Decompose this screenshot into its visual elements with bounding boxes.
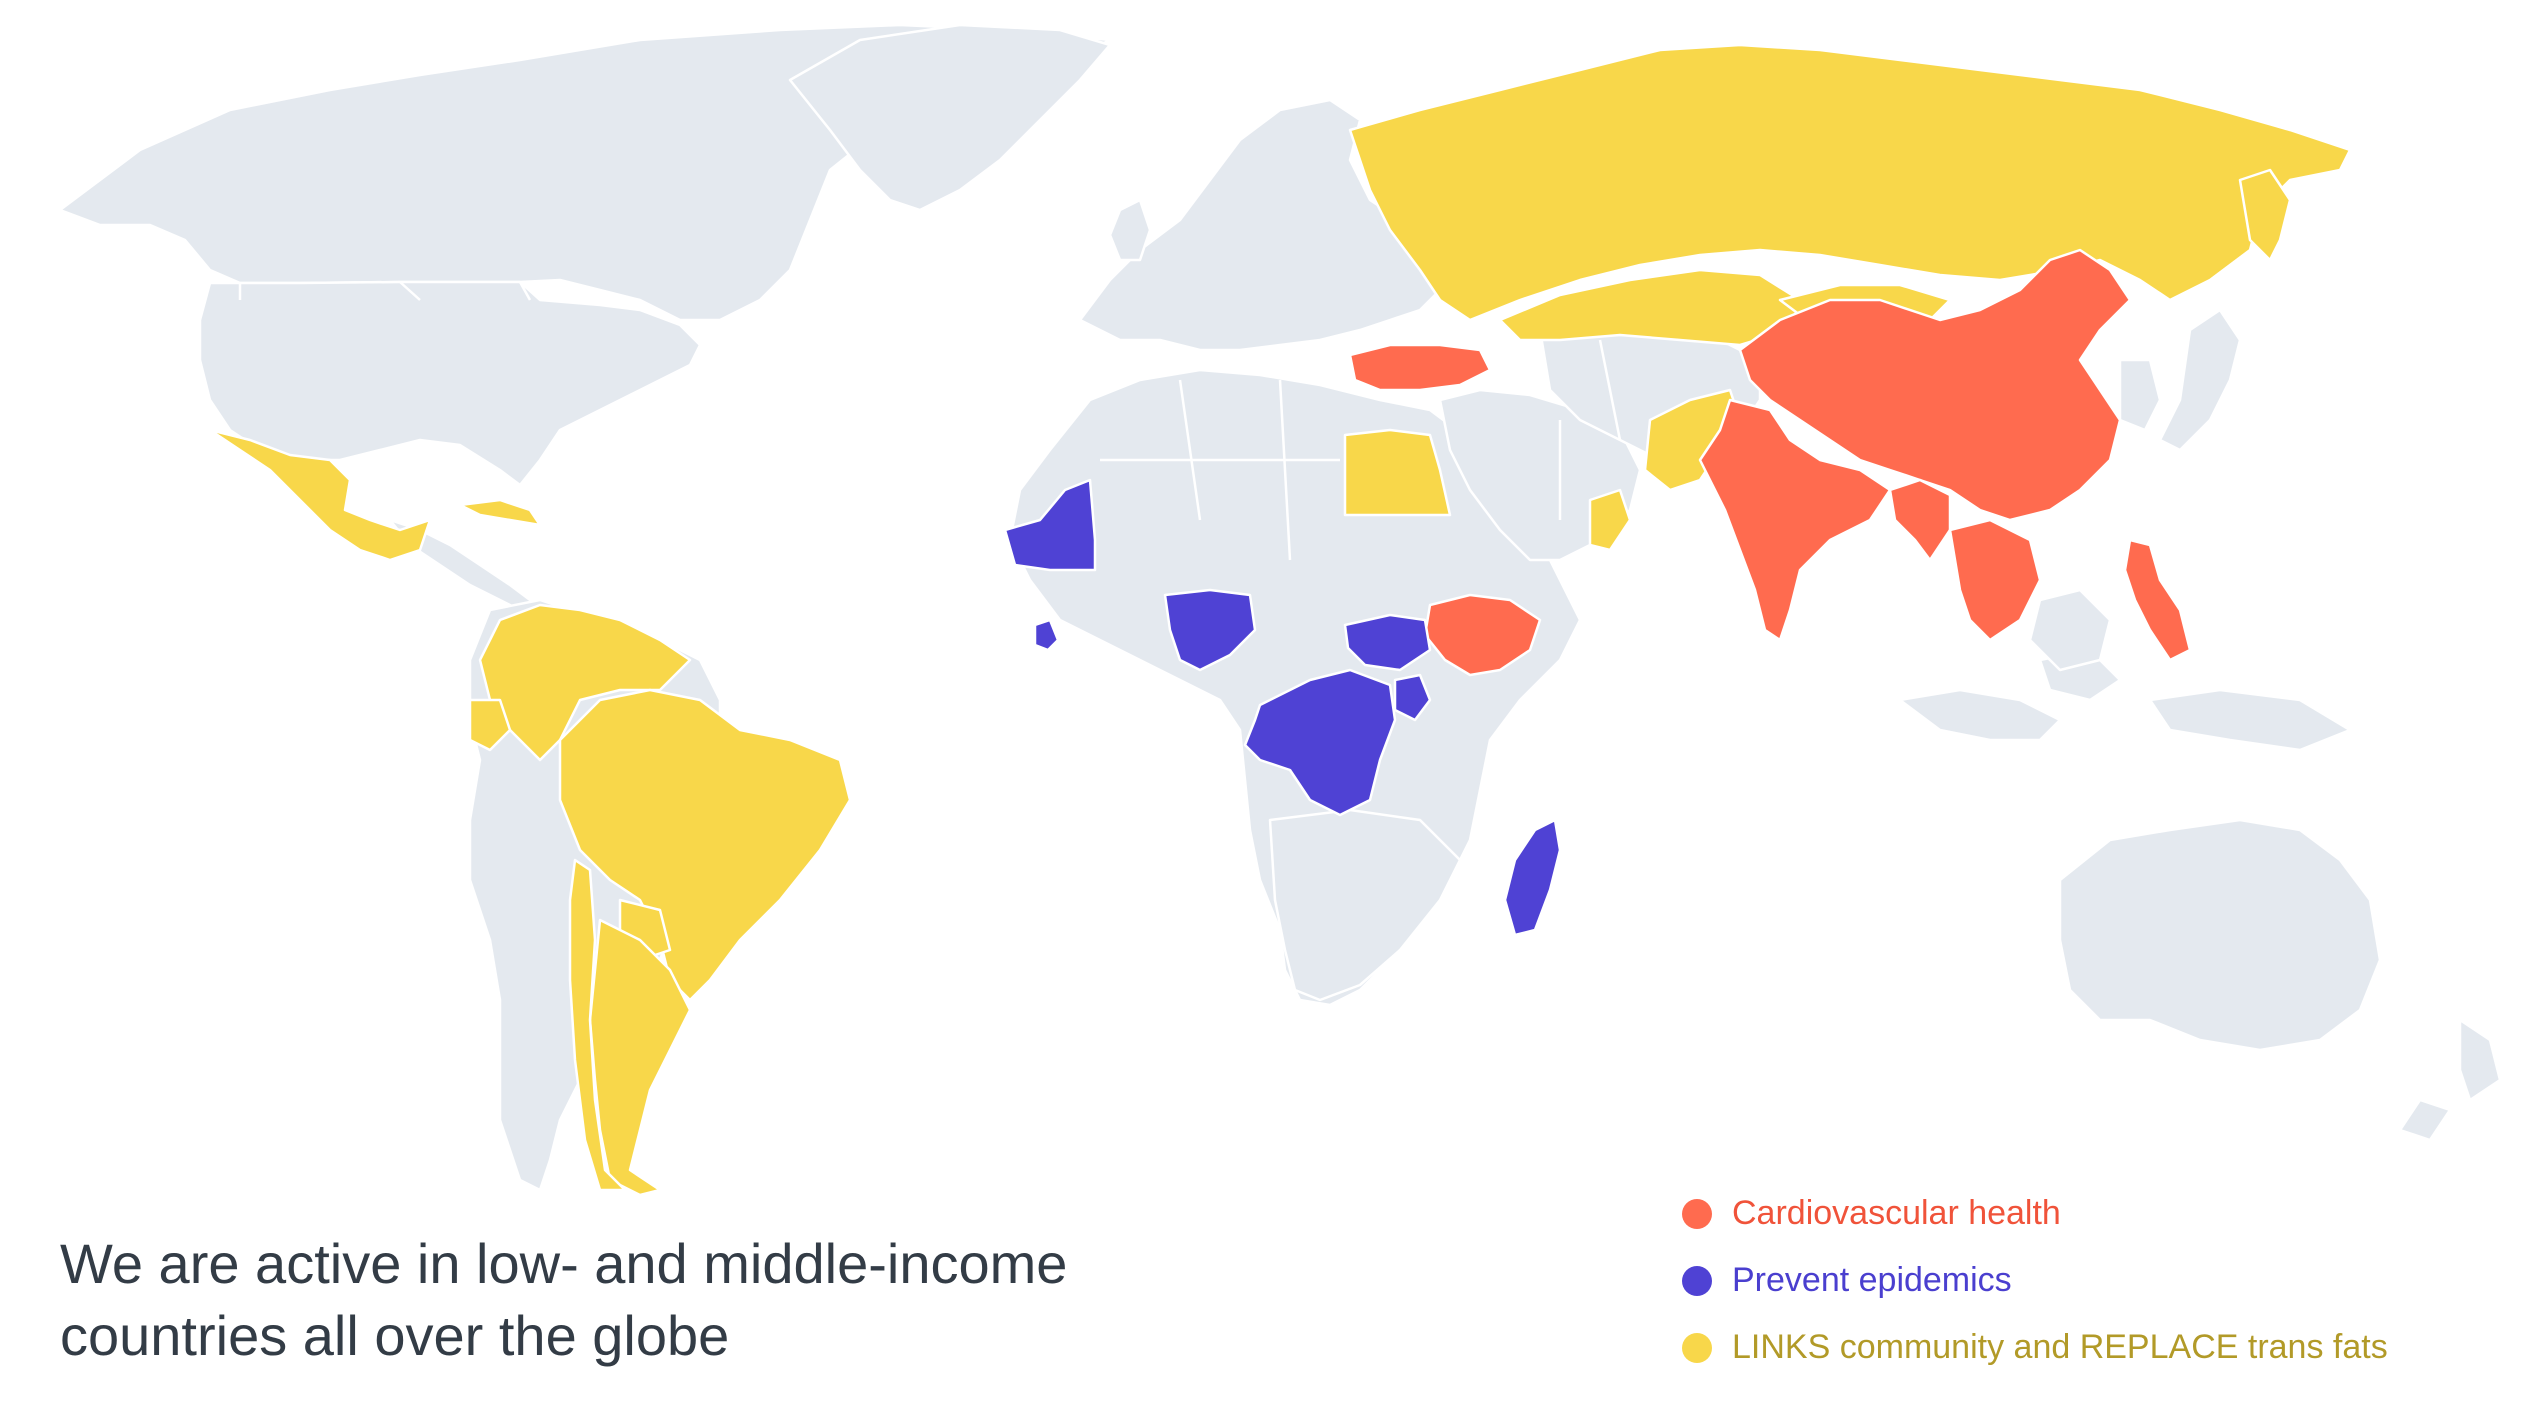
japan bbox=[2158, 308, 2242, 452]
malaysia-borneo bbox=[2028, 588, 2112, 672]
greenland bbox=[788, 23, 1112, 212]
ethiopia bbox=[1423, 593, 1542, 677]
borders bbox=[238, 281, 1622, 561]
legend-dot-red-icon bbox=[1682, 1198, 1712, 1229]
russia-far-east bbox=[2238, 168, 2292, 262]
caption-line-2: countries all over the globe bbox=[60, 1304, 730, 1367]
madagascar bbox=[1503, 818, 1562, 937]
caption-line-1: We are active in low- and middle-income bbox=[60, 1232, 1068, 1295]
russia bbox=[1348, 43, 2352, 322]
legend-item-epidemics: Prevent epidemics bbox=[1682, 1247, 2388, 1314]
brazil bbox=[558, 688, 852, 1002]
india bbox=[1698, 398, 1892, 642]
legend-label-links-replace: LINKS community and REPLACE trans fats bbox=[1732, 1328, 2388, 1366]
legend: Cardiovascular health Prevent epidemics … bbox=[1682, 1180, 2388, 1381]
southern-africa bbox=[1268, 808, 1462, 1002]
legend-dot-blue-icon bbox=[1682, 1265, 1712, 1296]
legend-dot-yellow-icon bbox=[1682, 1332, 1712, 1363]
uganda bbox=[1393, 673, 1432, 722]
south-sudan bbox=[1343, 613, 1432, 672]
argentina bbox=[588, 918, 692, 1197]
cardiovascular-countries bbox=[1348, 248, 2192, 677]
cuba bbox=[458, 498, 542, 527]
philippines bbox=[2123, 538, 2192, 662]
links-replace-countries bbox=[208, 43, 2352, 1197]
chile bbox=[568, 858, 627, 1192]
new-zealand bbox=[2398, 1018, 2502, 1142]
mauritania bbox=[1003, 478, 1097, 572]
turkey bbox=[1348, 343, 1492, 392]
indonesia bbox=[1898, 648, 2352, 752]
epidemics-countries bbox=[1003, 478, 1562, 937]
egypt bbox=[1343, 428, 1452, 517]
korea bbox=[2118, 358, 2162, 432]
legend-item-links-replace: LINKS community and REPLACE trans fats bbox=[1682, 1314, 2388, 1381]
legend-label-cardiovascular: Cardiovascular health bbox=[1732, 1194, 2061, 1232]
dr-congo bbox=[1243, 668, 1397, 817]
bangladesh-myanmar bbox=[1888, 478, 1952, 562]
china bbox=[1738, 248, 2132, 522]
uk bbox=[1108, 198, 1152, 262]
australia bbox=[2058, 818, 2382, 1052]
map-caption: We are active in low- and middle-income … bbox=[60, 1228, 1067, 1372]
thailand-vietnam bbox=[1948, 518, 2042, 642]
nigeria bbox=[1163, 588, 1257, 672]
ecuador bbox=[468, 698, 512, 752]
mexico bbox=[208, 428, 432, 562]
sierra-leone bbox=[1033, 618, 1060, 652]
legend-label-epidemics: Prevent epidemics bbox=[1732, 1261, 2012, 1299]
legend-item-cardiovascular: Cardiovascular health bbox=[1682, 1180, 2388, 1247]
oman bbox=[1588, 488, 1632, 552]
